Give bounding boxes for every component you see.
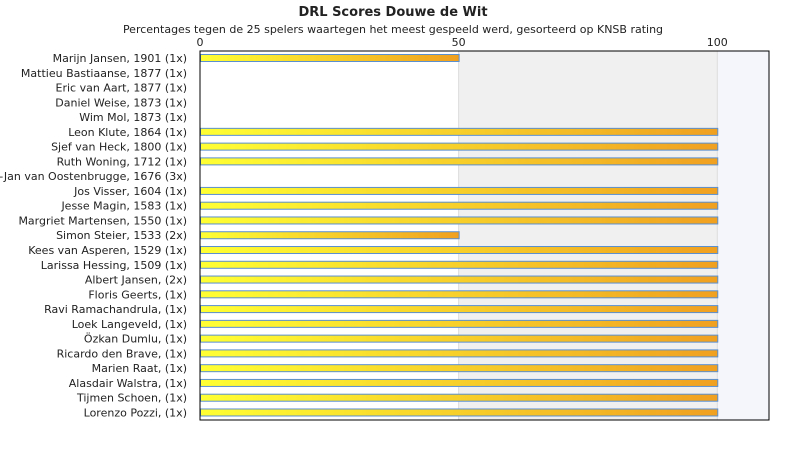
bar <box>200 54 460 62</box>
category-label: Albert Jansen, (2x) <box>85 274 187 287</box>
bar <box>200 305 719 314</box>
category-label: Daniel Weise, 1873 (1x) <box>55 96 187 109</box>
x-tick-label: 50 <box>452 36 466 49</box>
category-label: Larissa Hessing, 1509 (1x) <box>41 259 187 272</box>
bar <box>200 319 719 328</box>
plot-frame <box>199 50 770 421</box>
category-label: Leon Klute, 1864 (1x) <box>68 126 187 139</box>
x-tick-label: 100 <box>707 36 728 49</box>
category-label: Simon Steier, 1533 (2x) <box>56 229 187 242</box>
bar <box>200 201 719 210</box>
plot-band-3 <box>717 51 769 420</box>
x-tick-label: 0 <box>197 36 204 49</box>
bar <box>200 246 719 255</box>
category-label: Wim Mol, 1873 (1x) <box>79 111 187 124</box>
bar <box>200 364 719 373</box>
category-label: Alasdair Walstra, (1x) <box>69 377 187 390</box>
bar <box>200 186 719 195</box>
category-label: Mattieu Bastiaanse, 1877 (1x) <box>21 67 187 80</box>
category-label: Özkan Dumlu, (1x) <box>84 333 187 346</box>
bar <box>200 334 719 343</box>
category-label: Loek Langeveld, (1x) <box>72 318 187 331</box>
bar <box>200 127 719 136</box>
plot-band-2 <box>458 51 718 420</box>
category-label: Marijn Jansen, 1901 (1x) <box>53 52 187 65</box>
bar <box>200 231 460 240</box>
category-label: Jesse Magin, 1583 (1x) <box>60 200 187 213</box>
bar <box>200 275 719 284</box>
category-label: Tijmen Schoen, (1x) <box>76 392 187 405</box>
bar <box>200 260 719 269</box>
category-label: Ravi Ramachandrula, (1x) <box>44 303 187 316</box>
bar <box>200 157 719 166</box>
category-label: t-Jan van Oostenbrugge, 1676 (3x) <box>0 170 187 183</box>
category-label: Eric van Aart, 1877 (1x) <box>56 82 187 95</box>
bar <box>200 142 719 151</box>
bar <box>200 349 719 358</box>
category-label: Marien Raat, (1x) <box>92 362 187 375</box>
bar <box>200 290 719 299</box>
category-label: Ruth Woning, 1712 (1x) <box>57 155 187 168</box>
bar <box>200 378 719 387</box>
bar <box>200 216 719 225</box>
category-label: Ricardo den Brave, (1x) <box>57 347 187 360</box>
category-label: Jos Visser, 1604 (1x) <box>73 185 187 198</box>
bar <box>200 408 719 417</box>
category-label: Floris Geerts, (1x) <box>88 288 187 301</box>
bar <box>200 393 719 402</box>
category-label: Sjef van Heck, 1800 (1x) <box>51 141 187 154</box>
chart-title: DRL Scores Douwe de Wit <box>298 5 487 20</box>
chart-subtitle: Percentages tegen de 25 spelers waartege… <box>123 23 663 36</box>
plot-area: 0 50 100 Marijn Jansen, 1901 (1x) Mattieu Ba… <box>0 36 770 421</box>
category-label: Lorenzo Pozzi, (1x) <box>84 406 187 419</box>
category-label: Margriet Martensen, 1550 (1x) <box>18 214 187 227</box>
category-label: Kees van Asperen, 1529 (1x) <box>28 244 187 257</box>
